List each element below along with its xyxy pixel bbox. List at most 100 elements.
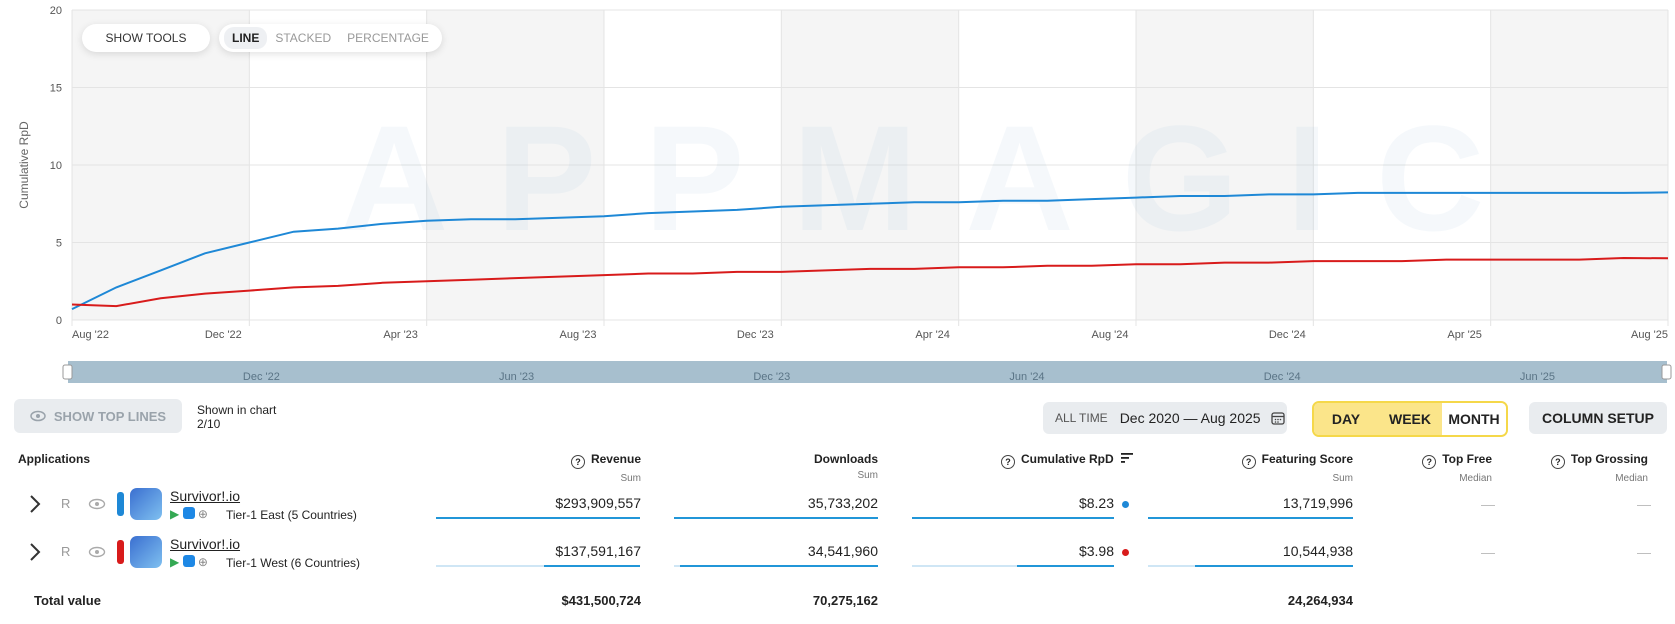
row-letter: R	[61, 496, 71, 511]
y-tick-label: 20	[50, 5, 62, 17]
mode-stacked[interactable]: STACKED	[275, 31, 332, 45]
header-applications[interactable]: Applications	[18, 452, 91, 466]
rpd-bar	[912, 517, 1114, 519]
header-top-grossing-sub: Median	[1615, 473, 1648, 484]
app-tier: Tier-1 East (5 Countries)	[226, 508, 357, 522]
x-tick-label: Apr '25	[1447, 329, 1482, 341]
eye-icon[interactable]	[88, 546, 106, 558]
app-store-icon	[182, 507, 195, 519]
mode-line[interactable]: LINE	[224, 27, 268, 49]
total-revenue: $431,500,724	[561, 593, 641, 608]
series-color-bar[interactable]	[117, 492, 124, 516]
app-name-link[interactable]: Survivor!.io	[170, 536, 241, 552]
header-revenue-label: Revenue	[590, 452, 641, 466]
rpd-line-chart: APPMAGIC 0 5 10 15 20 Cumulative RpD Aug '22…	[17, 5, 1672, 383]
header-featuring-score[interactable]: ? Featuring Score Sum	[1241, 452, 1353, 484]
all-time-label[interactable]: ALL TIME	[1055, 411, 1108, 425]
y-tick-label: 10	[50, 160, 62, 172]
y-tick-label: 5	[56, 238, 62, 250]
globe-icon: ⊕	[197, 555, 208, 569]
shown-in-chart-count: 2/10	[197, 417, 221, 431]
mode-percentage[interactable]: PERCENTAGE	[347, 31, 429, 45]
navigator-label: Jun '23	[499, 371, 534, 383]
help-icon[interactable]: ?	[1550, 455, 1565, 469]
revenue-value: $293,909,557	[555, 495, 641, 511]
rpd-bar	[1017, 565, 1114, 567]
top-free-value: —	[1481, 496, 1495, 512]
chevron-right-icon[interactable]	[28, 494, 42, 514]
header-downloads-label: Downloads	[813, 452, 878, 466]
downloads-bar	[674, 517, 878, 519]
x-tick-label: Apr '23	[383, 329, 418, 341]
header-revenue[interactable]: ? Revenue Sum	[570, 452, 641, 484]
navigator-label: Dec '24	[1264, 371, 1301, 383]
granularity-day[interactable]: DAY	[1314, 403, 1378, 435]
series-dot	[1122, 501, 1129, 508]
header-featuring-sub: Sum	[1332, 473, 1353, 484]
top-grossing-value: —	[1637, 544, 1651, 560]
navigator-label: Jun '24	[1009, 371, 1044, 383]
featuring-value: 13,719,996	[1282, 495, 1353, 511]
navigator-label: Dec '22	[243, 371, 280, 383]
series-line-1	[71, 191, 1669, 310]
header-cumulative-rpd[interactable]: ? Cumulative RpD	[1000, 452, 1133, 469]
header-featuring-label: Featuring Score	[1261, 452, 1353, 466]
revenue-bar	[544, 565, 640, 567]
date-range-value: Dec 2020 — Aug 2025	[1119, 410, 1261, 426]
navigator-left-handle[interactable]	[62, 364, 73, 380]
shown-in-chart-label: Shown in chart	[197, 403, 277, 417]
granularity-month[interactable]: MONTH	[1442, 403, 1506, 435]
store-icons: ▶ ⊕	[170, 507, 208, 521]
show-tools-button[interactable]: SHOW TOOLS	[82, 24, 210, 52]
app-tier: Tier-1 West (6 Countries)	[226, 556, 361, 570]
chevron-right-icon[interactable]	[28, 542, 42, 562]
granularity-toggle: DAY WEEK MONTH	[1312, 401, 1508, 437]
calendar-icon[interactable]	[1270, 411, 1285, 425]
help-icon[interactable]: ?	[1241, 455, 1256, 469]
app-name-link[interactable]: Survivor!.io	[170, 488, 241, 504]
granularity-week[interactable]: WEEK	[1378, 403, 1442, 435]
series-dot	[1122, 549, 1129, 556]
column-setup-button[interactable]: COLUMN SETUP	[1529, 402, 1667, 434]
downloads-bar	[680, 565, 878, 567]
rpd-bar-track	[912, 565, 1114, 567]
y-axis-label: Cumulative RpD	[17, 121, 31, 209]
appmagic-watermark: APPMAGIC	[340, 94, 1532, 262]
show-top-lines-button[interactable]: SHOW TOP LINES	[14, 399, 182, 433]
google-play-icon: ▶	[170, 555, 180, 569]
revenue-value: $137,591,167	[555, 543, 641, 559]
sort-desc-icon[interactable]	[1121, 453, 1133, 463]
help-icon[interactable]: ?	[1000, 455, 1015, 469]
header-top-free-label: Top Free	[1442, 452, 1492, 466]
store-icons: ▶ ⊕	[170, 555, 208, 569]
navigator-label: Jun '25	[1520, 371, 1555, 383]
navigator-label: Dec '23	[753, 371, 790, 383]
row-letter: R	[61, 544, 71, 559]
help-icon[interactable]: ?	[570, 455, 585, 469]
show-top-lines-label: SHOW TOP LINES	[53, 408, 167, 424]
header-rpd-label: Cumulative RpD	[1020, 452, 1114, 466]
google-play-icon: ▶	[170, 507, 180, 521]
y-tick-label: 0	[56, 315, 62, 327]
globe-icon: ⊕	[197, 507, 208, 521]
rpd-value: $3.98	[1078, 543, 1114, 559]
header-top-free[interactable]: ? Top Free Median	[1422, 452, 1492, 484]
range-navigator[interactable]: Dec '22 Jun '23 Dec '23 Jun '24 Dec '24 Jun '…	[62, 361, 1672, 383]
eye-icon[interactable]	[88, 498, 106, 510]
header-revenue-sub: Sum	[620, 473, 641, 484]
header-downloads[interactable]: Downloads Sum	[814, 452, 878, 481]
series-line-2	[71, 256, 1669, 308]
x-tick-label: Aug '22	[72, 329, 109, 341]
date-range-picker[interactable]: ALL TIME Dec 2020 — Aug 2025	[1043, 402, 1287, 434]
header-top-free-sub: Median	[1459, 473, 1492, 484]
header-top-grossing[interactable]: ? Top Grossing Median	[1550, 452, 1648, 484]
navigator-right-handle[interactable]	[1661, 364, 1672, 380]
series-color-bar[interactable]	[117, 540, 124, 564]
header-top-grossing-label: Top Grossing	[1570, 452, 1648, 466]
revenue-bar-track	[436, 565, 640, 567]
revenue-bar	[436, 517, 640, 519]
navigator-track[interactable]	[68, 361, 1667, 383]
help-icon[interactable]: ?	[1422, 455, 1437, 469]
downloads-value: 34,541,960	[807, 543, 878, 559]
top-free-value: —	[1481, 544, 1495, 560]
